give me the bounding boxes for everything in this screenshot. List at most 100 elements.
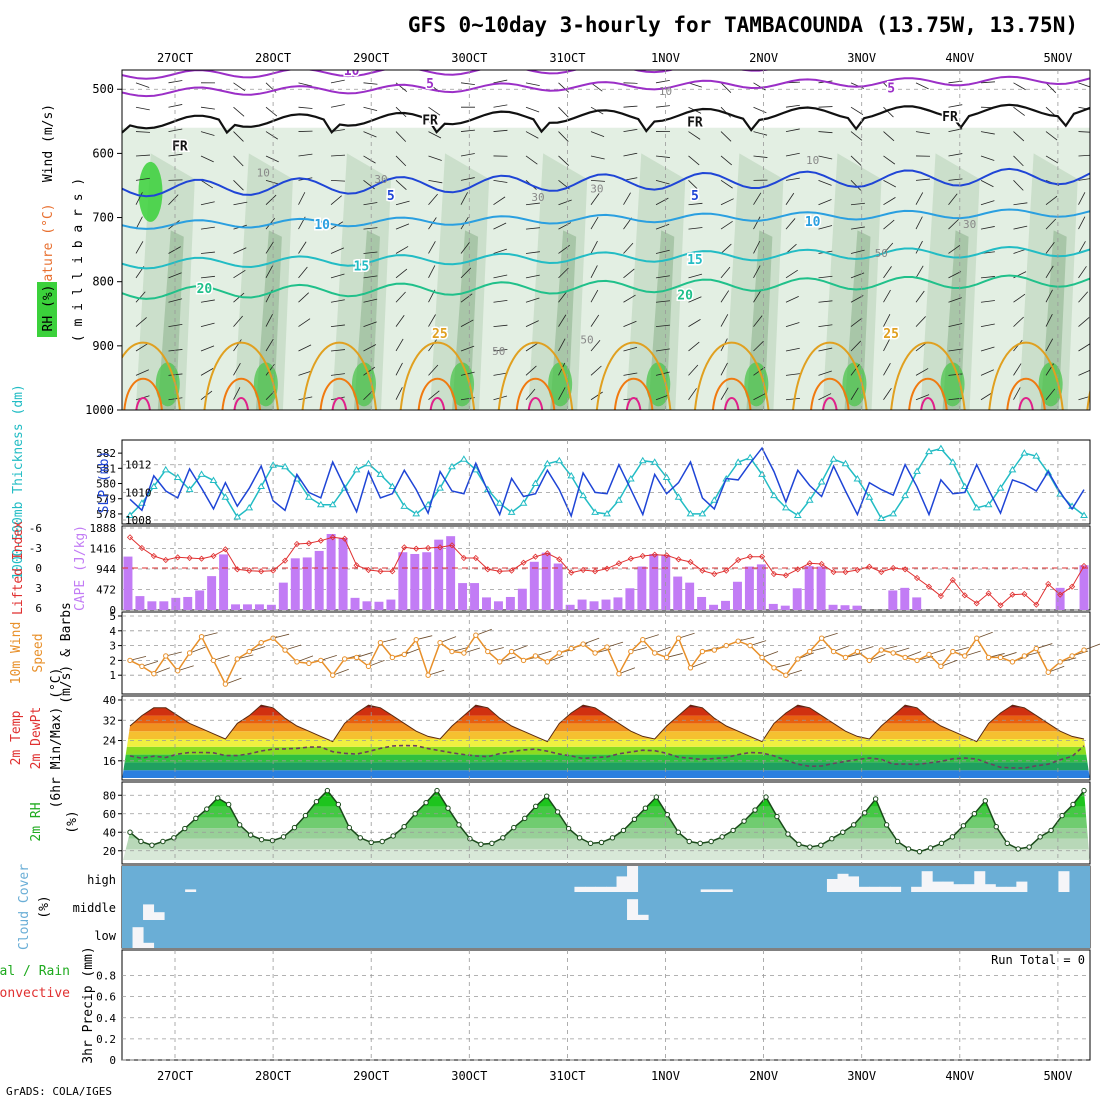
- wind-barb: [330, 179, 346, 182]
- wind-barb: [298, 344, 312, 352]
- li-point: [603, 565, 611, 572]
- cloud-middle-bar: [153, 912, 165, 920]
- wind-barb: [558, 387, 566, 400]
- rh2m-point: [861, 810, 868, 816]
- isotherm-line: [122, 70, 863, 80]
- rh2m-point: [456, 822, 462, 828]
- wind-barb-10m: [618, 667, 636, 675]
- li-point: [866, 563, 873, 570]
- rh-contour-label: 50: [492, 345, 505, 358]
- isotherm-label: 25: [432, 327, 448, 342]
- wind-barb: [168, 373, 183, 376]
- y-tick-label: 578: [96, 508, 116, 521]
- li-point: [1057, 591, 1064, 598]
- wind-barb: [363, 389, 374, 401]
- wind-barb: [525, 388, 536, 400]
- wind-barb: [363, 131, 377, 138]
- rh-contour-label: 50: [580, 333, 593, 346]
- wind-barb: [623, 346, 638, 352]
- wind-barb: [558, 199, 572, 206]
- cloud-low-bar: [143, 942, 155, 948]
- cloud-high-bar: [595, 886, 607, 892]
- cape-bar: [804, 566, 814, 610]
- cape-bar: [374, 601, 384, 610]
- li-point: [365, 566, 372, 574]
- bottom-date-label: 5NOV: [1043, 1069, 1072, 1083]
- rh2m-point: [774, 813, 780, 820]
- wind-barb: [233, 201, 248, 206]
- isotherm-label: 5: [887, 81, 895, 96]
- millibars-axis-label: ( m i l l i b a r s ): [71, 178, 86, 342]
- pressure-tick-label: 700: [92, 211, 114, 225]
- wind-barb: [1078, 178, 1090, 181]
- thickness-point: [853, 474, 862, 482]
- cape-bar: [470, 583, 480, 610]
- wind-barb: [1013, 363, 1022, 376]
- cape-bar: [231, 604, 241, 610]
- wind-speed-point: [294, 659, 300, 665]
- cape-bar: [505, 596, 515, 610]
- wind-barb: [363, 344, 377, 352]
- isotherm-35-loop: [1018, 396, 1034, 410]
- y-tick-label: 24: [103, 735, 117, 748]
- rh2m-point: [171, 835, 177, 841]
- wind-barb: [200, 299, 215, 303]
- rh2m-point: [1015, 846, 1021, 852]
- temp2m-panel: 40 32 24 16 2m Temp 2m DewPt (6hr Min/Max) (°C…: [9, 668, 1091, 808]
- wind-barb: [720, 290, 730, 303]
- cloud-level-label: high: [87, 873, 116, 887]
- wind-barb: [460, 153, 475, 157]
- rh-high-blob: [842, 362, 867, 407]
- wind-speed-point: [258, 639, 264, 646]
- cape-bar: [266, 604, 276, 610]
- li-point: [818, 560, 825, 568]
- cloud-high-bar: [911, 886, 923, 892]
- wind-barb: [135, 106, 150, 111]
- isotherm-label: 10: [805, 215, 821, 230]
- cloud-high-bar: [700, 889, 712, 892]
- wind-barb: [460, 293, 473, 303]
- thickness-point: [448, 462, 456, 470]
- wind-barb: [428, 339, 437, 352]
- bottom-date-label: 30OCT: [451, 1069, 487, 1083]
- wind-barb: [168, 128, 183, 132]
- cape-bar: [744, 566, 754, 610]
- wind-barb: [818, 199, 832, 206]
- wind-barb: [200, 251, 215, 254]
- wind-barb: [265, 194, 277, 206]
- rh2m-axis-label: 2m RH: [29, 802, 44, 841]
- wind-barb-10m: [273, 633, 290, 639]
- rh2m-point: [609, 835, 616, 841]
- bottom-date-label: 29OCT: [353, 1069, 389, 1083]
- slp-thickness-panel: 582 581 580 579 578 1012 1010 1008 1000-500mb Th…: [11, 384, 1091, 580]
- wind-barb: [785, 397, 800, 401]
- wind-barb: [525, 320, 539, 327]
- li-point: [1080, 562, 1088, 570]
- wind-barb: [330, 79, 345, 84]
- thickness-point: [376, 470, 385, 477]
- wind-barb: [200, 322, 215, 327]
- wind-barb: [850, 226, 865, 230]
- isotherm-35-loop: [331, 396, 348, 410]
- rh2m-point: [401, 824, 407, 830]
- rh-contour-label: 30: [374, 173, 387, 186]
- wind-barb: [168, 323, 183, 327]
- rh2m-point: [851, 822, 857, 828]
- wind-speed-point: [640, 636, 646, 643]
- rh2m-point: [269, 837, 276, 844]
- wind-barb: [720, 198, 734, 206]
- wind-speed-point: [508, 648, 515, 655]
- thickness-point: [436, 484, 444, 491]
- rh2m-point: [543, 793, 550, 799]
- wind-barb: [200, 106, 215, 110]
- wind-barb: [948, 178, 963, 181]
- wind-speed-point: [485, 648, 491, 655]
- thickness-point: [603, 509, 611, 517]
- wind-barb: [298, 370, 312, 376]
- wind-barb: [883, 266, 892, 279]
- rh2m-panel: 80 60 40 20 2m RH (%): [29, 781, 1091, 865]
- li-point: [401, 544, 408, 551]
- rh2m-point: [423, 799, 429, 806]
- wind-barb: [428, 179, 443, 184]
- cloud-high-bar: [974, 871, 986, 892]
